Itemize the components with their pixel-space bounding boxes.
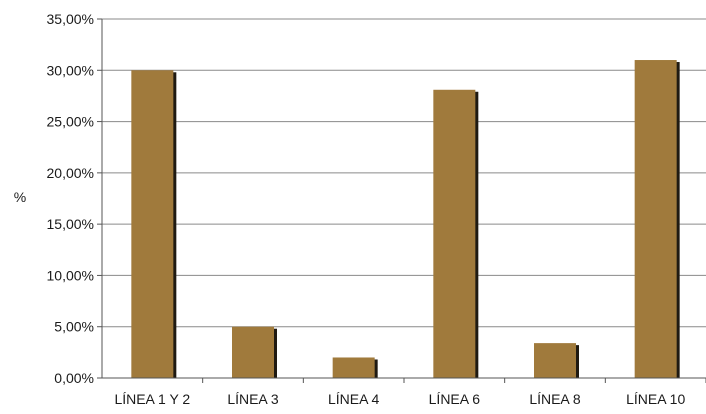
bar — [131, 70, 174, 379]
x-category-label: LÍNEA 8 — [529, 391, 581, 407]
y-tick-label: 5,00% — [54, 319, 94, 335]
gridlines — [102, 18, 706, 328]
bar — [232, 326, 274, 378]
x-category-label: LÍNEA 6 — [429, 391, 481, 407]
bars — [131, 60, 706, 383]
y-tick-label: 35,00% — [47, 11, 94, 27]
y-tick-label: 0,00% — [54, 370, 94, 386]
y-axis-title: % — [14, 189, 26, 205]
y-tick-label: 25,00% — [47, 114, 94, 130]
y-tick-label: 10,00% — [47, 267, 94, 283]
y-tick-label: 30,00% — [47, 62, 94, 78]
bar — [634, 60, 677, 379]
bar — [433, 89, 476, 378]
y-tick-label: 20,00% — [47, 165, 94, 181]
bar — [332, 357, 375, 378]
y-axis-ticks: 0,00% 5,00% 10,00% 15,00% 20,00% 25,00% 30,00%… — [47, 11, 102, 386]
x-axis-labels: LÍNEA 1 Y 2 LÍNEA 3 LÍNEA 4 LÍNEA 6 LÍNEA 8 L… — [114, 391, 685, 407]
bar — [534, 343, 576, 378]
x-category-label: LÍNEA 4 — [328, 391, 380, 407]
x-category-label: LÍNEA 10 — [626, 391, 685, 407]
x-category-label: LÍNEA 3 — [227, 391, 279, 407]
x-category-label: LÍNEA 1 Y 2 — [114, 391, 190, 407]
y-tick-label: 15,00% — [47, 216, 94, 232]
